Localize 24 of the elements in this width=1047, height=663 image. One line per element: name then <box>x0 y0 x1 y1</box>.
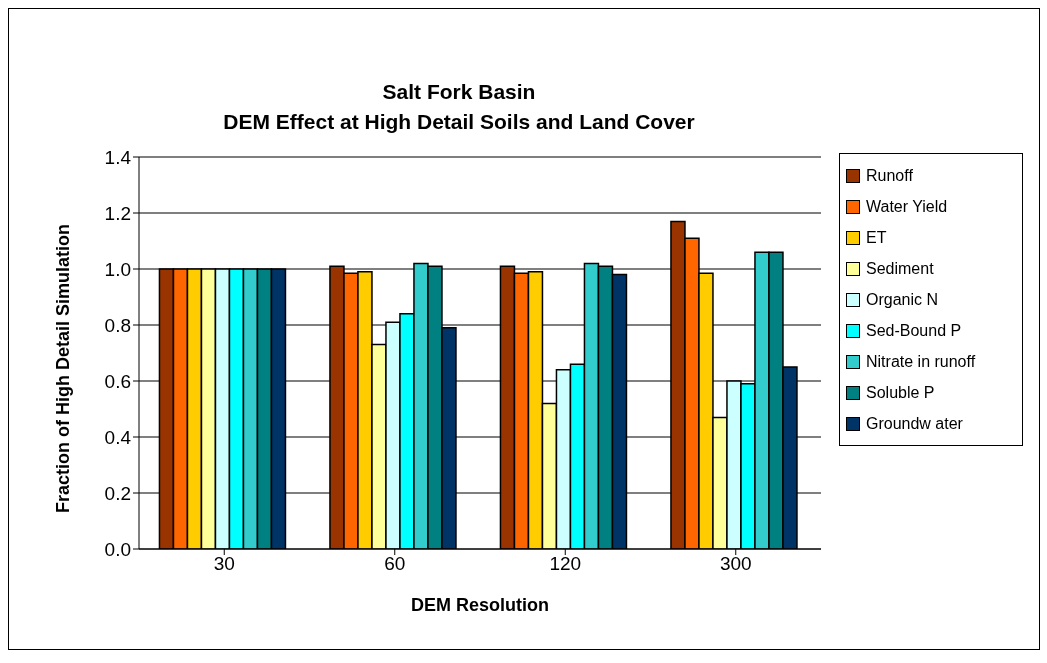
legend-label: Nitrate in runoff <box>866 352 976 371</box>
legend-label: Sed-Bound P <box>866 321 962 340</box>
legend-label: Organic N <box>866 290 939 309</box>
legend-label: ET <box>866 228 887 247</box>
y-tick-label: 0.6 <box>104 370 131 392</box>
x-tick-label: 30 <box>213 553 235 575</box>
y-axis-title: Fraction of High Detail Simulation <box>53 223 74 513</box>
y-tick-label: 1.0 <box>104 258 131 280</box>
legend-label: Runoff <box>866 166 913 185</box>
y-tick-label: 0.4 <box>104 426 132 448</box>
y-tick-label: 0.2 <box>104 482 131 504</box>
legend-label: Soluble P <box>866 383 935 402</box>
legend-label: Water Yield <box>866 197 948 216</box>
y-tick-label: 1.2 <box>104 202 131 224</box>
y-tick-label: 0.0 <box>104 538 131 560</box>
legend-label: Groundw ater <box>866 414 963 433</box>
y-tick-label: 1.4 <box>104 146 132 168</box>
x-tick-label: 120 <box>549 553 582 575</box>
legend-label: Sediment <box>866 259 934 278</box>
x-tick-label: 60 <box>384 553 406 575</box>
x-axis-title: DEM Resolution <box>411 595 549 615</box>
x-tick-label: 300 <box>719 553 752 575</box>
y-tick-label: 0.8 <box>104 314 131 336</box>
chart-title: Salt Fork Basin DEM Effect at High Detail Soils and Land Cover <box>222 79 696 135</box>
